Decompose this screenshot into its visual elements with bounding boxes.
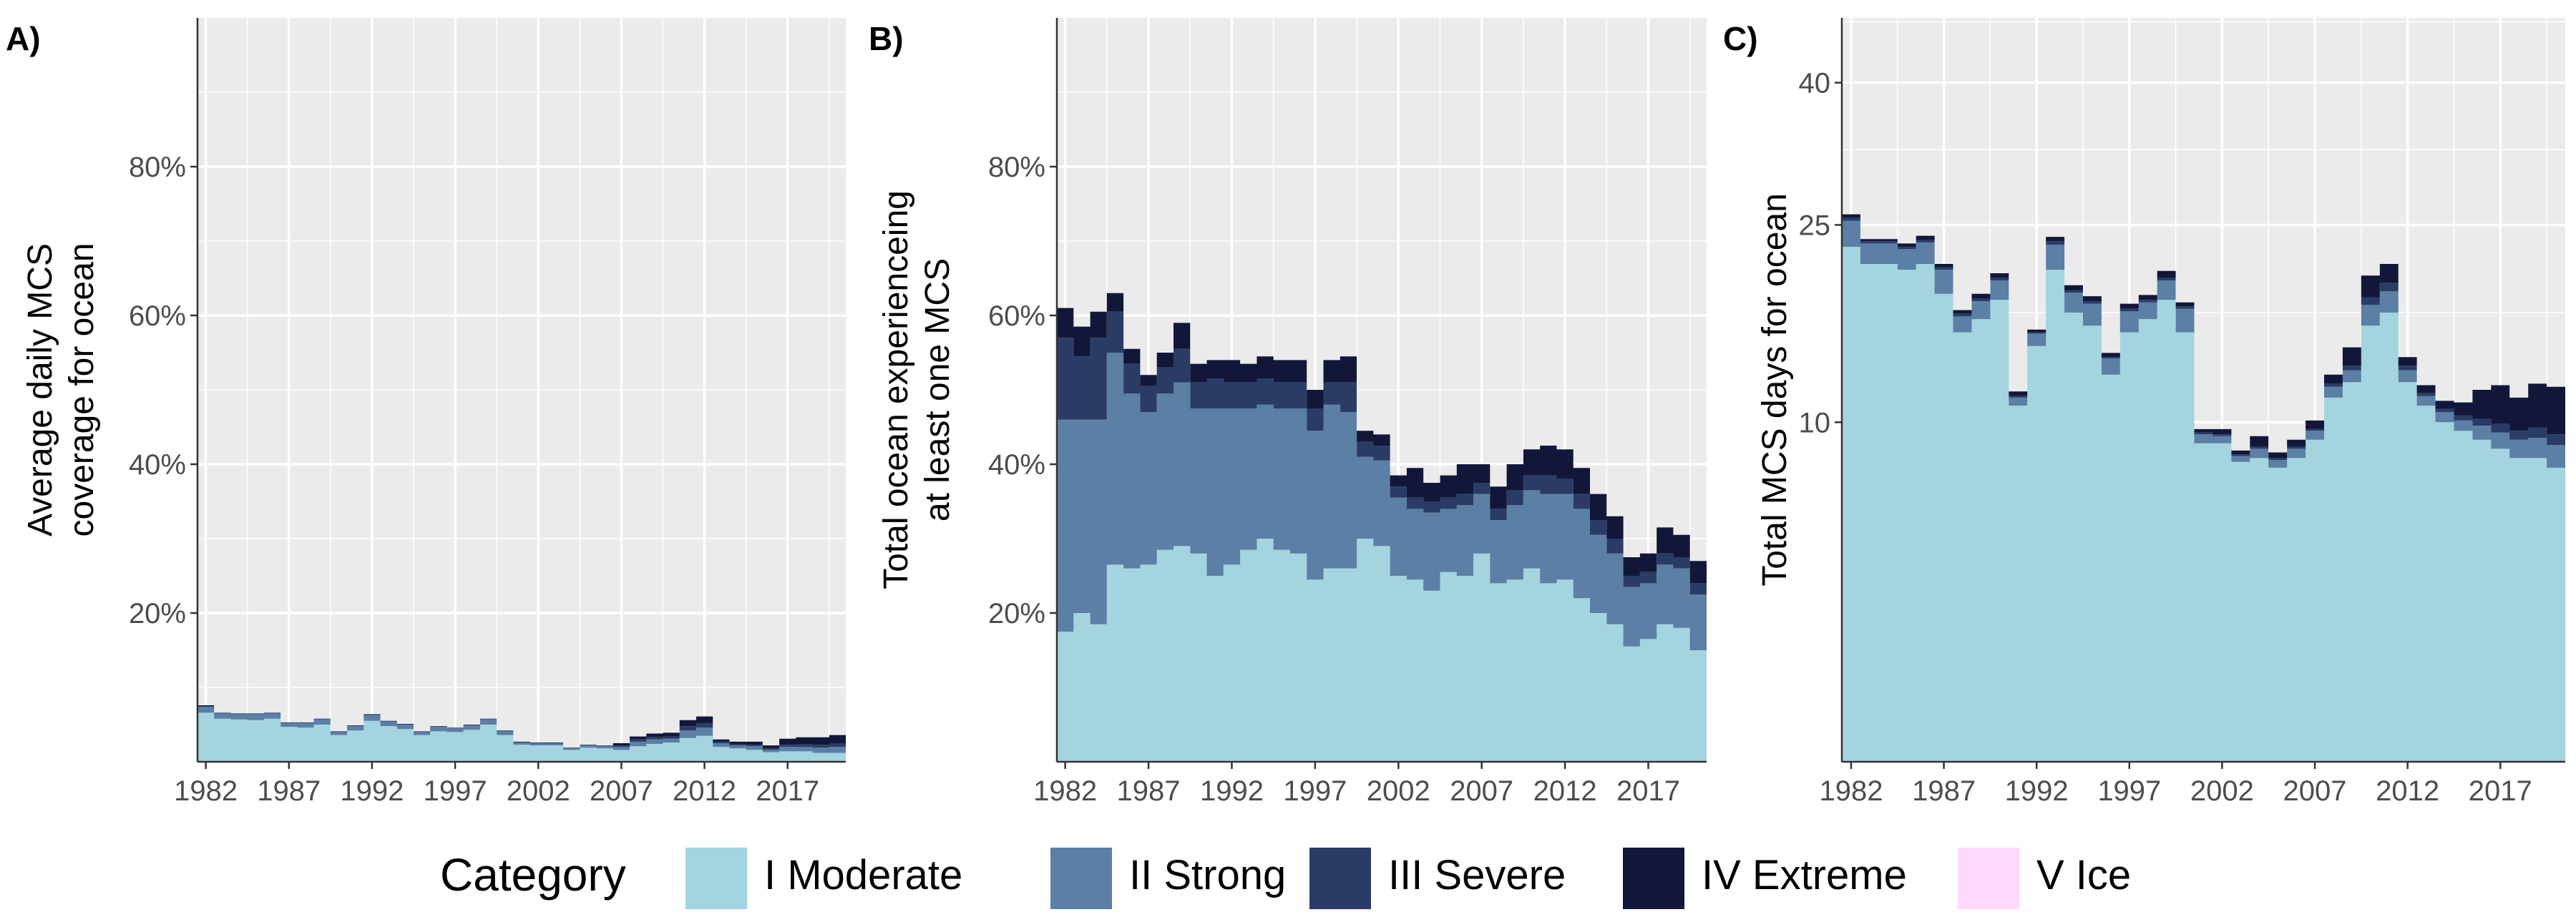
panel-tag: B) (869, 20, 904, 57)
y-tick-label: 10 (1799, 407, 1831, 438)
series-area-iv-extreme (1842, 214, 2565, 459)
x-tick-label: 1982 (1819, 775, 1883, 807)
y-axis-title: coverage for ocean (63, 243, 101, 537)
x-tick-label: 1992 (2005, 775, 2069, 807)
y-tick-label: 60% (129, 300, 186, 332)
series-area-iv-extreme (1057, 293, 1707, 584)
x-tick-label: 1982 (174, 775, 238, 807)
series-area-iii-severe (197, 706, 846, 750)
x-tick-label: 2017 (2469, 775, 2532, 807)
x-tick-label: 2007 (590, 775, 653, 807)
legend-swatch-strong (1050, 848, 1112, 909)
x-tick-label: 1987 (1117, 775, 1181, 807)
x-tick-label: 1982 (1033, 775, 1097, 807)
series-area-i-moderate (197, 712, 846, 762)
x-tick-label: 1997 (424, 775, 487, 807)
x-tick-label: 2017 (1616, 775, 1680, 807)
series-area-ii-strong (1842, 220, 2565, 468)
legend-label-strong: II Strong (1129, 852, 1286, 898)
panel-a: 20% 40% 60% 80% 1982 1987 1992 1997 2002 2007 2012… (6, 18, 846, 807)
y-tick-label: 40% (988, 449, 1045, 481)
series-area-i-moderate (1842, 247, 2565, 763)
x-tick-label: 1992 (340, 775, 404, 807)
y-axis-title: Total MCS days for ocean (1756, 193, 1794, 587)
x-tick-label: 2012 (2376, 775, 2439, 807)
legend-label-extreme: IV Extreme (1702, 852, 1907, 898)
series-area-iii-severe (1057, 311, 1707, 594)
legend-swatch-ice (1958, 848, 2019, 909)
legend: Category I Moderate II Strong III Severe… (440, 848, 2131, 909)
x-tick-label: 2002 (1367, 775, 1430, 807)
panel-tag: A) (6, 20, 41, 57)
y-axis-title: Total ocean experienceing (877, 190, 915, 589)
y-tick-label: 25 (1799, 210, 1831, 241)
x-tick-label: 2012 (1533, 775, 1597, 807)
x-tick-label: 1987 (257, 775, 321, 807)
x-tick-label: 1997 (1283, 775, 1347, 807)
legend-swatch-extreme (1623, 848, 1684, 909)
legend-label-ice: V Ice (2036, 852, 2131, 898)
x-tick-label: 2007 (2283, 775, 2347, 807)
y-axis-title: Average daily MCS (21, 243, 59, 536)
y-tick-label: 80% (988, 152, 1045, 183)
series-area-ii-strong (1057, 353, 1707, 650)
x-tick-label: 2012 (673, 775, 736, 807)
series-area-ii-strong (197, 707, 846, 753)
panel-c: 10 25 40 1982 1987 1992 1997 2002 2007 2012 2017 To… (1723, 18, 2565, 807)
x-tick-label: 2002 (2190, 775, 2254, 807)
legend-swatch-severe (1309, 848, 1371, 909)
y-tick-label: 80% (129, 152, 186, 183)
legend-label-moderate: I Moderate (764, 852, 962, 898)
panel-tag: C) (1723, 20, 1758, 57)
y-tick-label: 20% (988, 598, 1045, 629)
y-axis-title: at least one MCS (919, 258, 957, 521)
legend-swatch-moderate (686, 848, 747, 909)
x-tick-label: 2007 (1450, 775, 1513, 807)
panel-b: 20% 40% 60% 80% 1982 1987 1992 1997 2002 2007 2012… (869, 18, 1707, 807)
x-tick-label: 2002 (507, 775, 570, 807)
y-tick-label: 40% (129, 449, 186, 481)
y-tick-label: 40 (1799, 68, 1831, 99)
x-tick-label: 1997 (2097, 775, 2161, 807)
legend-label-severe: III Severe (1388, 852, 1566, 898)
x-tick-label: 1987 (1912, 775, 1976, 807)
series-area-i-moderate (1057, 539, 1707, 762)
series-area-iv-extreme (197, 705, 846, 749)
y-tick-label: 60% (988, 300, 1045, 332)
legend-title: Category (440, 849, 626, 901)
x-tick-label: 2017 (756, 775, 819, 807)
y-tick-label: 20% (129, 598, 186, 629)
x-tick-label: 1992 (1200, 775, 1264, 807)
